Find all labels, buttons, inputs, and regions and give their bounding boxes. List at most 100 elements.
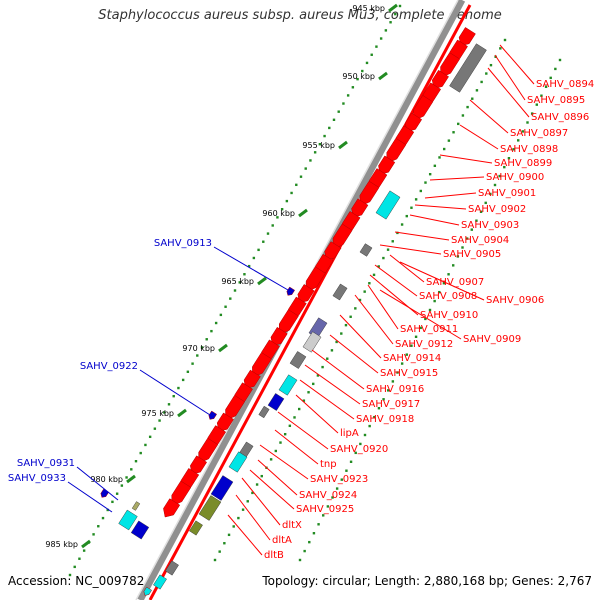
track-dot [349,460,353,463]
track-dot [214,321,218,325]
accession-text: Accession: NC_009782 [8,574,145,588]
comparison-block [153,574,167,590]
ruler-tick [218,343,228,353]
track-dot [391,380,395,383]
track-dot [252,256,256,260]
gene-label: SAHV_0915 [380,368,438,379]
track-dot [535,103,538,106]
track-dot [271,224,274,227]
reverse-cds-arrow [208,410,218,420]
track-dot [337,110,340,113]
leader-line [241,477,281,526]
gene-label: SAHV_0901 [478,188,536,199]
track-dot [375,45,378,48]
gene-label: SAHV_0902 [468,204,526,215]
track-dot [379,37,383,40]
block-rect [332,283,348,301]
block-rect [130,520,150,540]
gene-label: SAHV_0917 [362,399,420,410]
track-dot [405,353,408,356]
track-dot [391,240,394,243]
track-dot [489,192,492,196]
track-dot [517,139,520,142]
comparison-block [289,351,307,369]
track-dot [200,346,204,349]
comparison-block [165,560,179,576]
block-rect [449,43,487,93]
track-dot [340,478,343,481]
track-dot [115,492,119,495]
track-dot [326,505,330,508]
track-dot [480,80,483,84]
track-dot [447,139,451,142]
track-dot [218,550,221,553]
leader-line [379,289,462,340]
track-dot [484,201,487,205]
gene-label: SAHV_0913 [154,238,212,249]
track-dot [368,282,371,285]
track-dot [344,323,348,327]
block-rect [289,351,307,369]
outer-dot-track [298,58,562,562]
gene-label: SAHV_0896 [531,112,589,123]
leader-line [389,254,425,283]
block-rect [267,393,285,411]
comparison-block [332,283,348,301]
track-dot [382,256,385,260]
leader-line [487,67,530,118]
track-dot [227,533,231,537]
reverse-cds-arrow [143,586,153,596]
gene-label: SAHV_0918 [356,414,414,425]
leader-line [367,284,399,330]
track-dot [461,114,465,117]
gene-label: SAHV_0898 [500,144,558,155]
ruler-layer: 945 kbp 950 kbp 955 kbp 960 kbp 965 kbp 970 k… [45,3,398,549]
gene-label: SAHV_0908 [419,291,477,302]
leader-line [399,261,485,301]
track-dot [280,208,284,211]
leader-line [469,99,509,134]
track-dot [377,265,380,268]
track-dot [377,407,381,410]
track-dot [321,365,324,369]
track-dot [224,305,227,308]
ruler-tick [378,71,388,81]
track-dot [361,69,364,73]
gene-label: SAHV_0906 [486,295,544,306]
track-dot [349,315,352,318]
forward-strand-line [148,4,472,600]
leader-line [379,244,442,255]
track-dot [106,508,109,512]
comparison-block [189,520,203,536]
track-dot [295,183,298,187]
track-dot [433,164,437,168]
track-dot [368,424,371,428]
track-dot [274,449,278,453]
track-dot [163,411,166,414]
track-dot [384,29,388,32]
track-dot [475,219,478,222]
gene-label: SAHV_0912 [395,339,453,350]
track-dot [452,131,455,134]
track-dot [465,237,469,240]
gene-label: lipA [340,428,359,439]
track-dot [400,362,404,365]
track-dot [358,298,362,302]
track-dot [144,443,147,447]
track-dot [503,165,506,169]
cds-arrow [163,498,181,518]
leader-line [139,369,211,416]
leader-line [257,459,298,496]
track-dot [372,273,376,277]
block-rect [278,374,298,396]
ruler-label: 965 kbp [221,277,254,286]
comparison-block [359,243,373,257]
comparison-block [375,190,401,220]
track-dot [442,147,446,151]
label-layer: SAHV_0894 SAHV_0895 SAHV_0896 SAHV_0897 SAHV… [8,44,594,561]
track-dot [447,273,450,276]
track-dot [471,97,474,100]
track-dot [304,167,307,170]
leader-line [299,379,355,420]
